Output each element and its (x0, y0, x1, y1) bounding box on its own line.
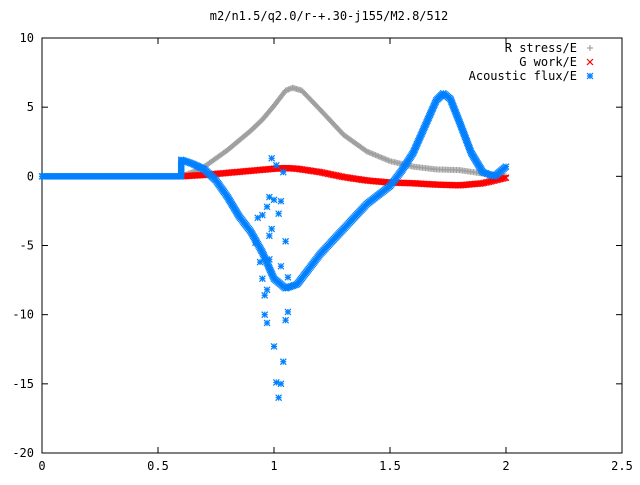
x-tick-label: 1.5 (379, 459, 401, 473)
y-tick-label: 5 (27, 100, 34, 114)
data-point (268, 154, 276, 162)
series-1 (177, 164, 510, 189)
data-point (272, 379, 280, 386)
data-point (261, 291, 269, 299)
y-tick-label: -10 (12, 308, 34, 322)
data-point (263, 203, 271, 211)
data-point (256, 258, 264, 266)
y-tick-label: -15 (12, 377, 34, 391)
data-point (284, 308, 292, 316)
x-tick-label: 0.5 (147, 459, 169, 473)
data-point (261, 311, 269, 319)
data-point (252, 239, 259, 247)
chart-title: m2/n1.5/q2.0/r-+.30-j155/M2.8/512 (210, 9, 448, 23)
x-tick-label: 1 (270, 459, 277, 473)
legend-label: R stress/E (505, 41, 577, 55)
legend-marker (586, 58, 594, 66)
data-point (270, 343, 278, 350)
data-point (277, 262, 285, 270)
data-point (258, 211, 266, 219)
series-2 (38, 89, 510, 402)
y-axis: -20 -15 -10 -5 0 5 10 (12, 31, 622, 460)
x-axis: 0 0.5 1 1.5 2 2.5 (38, 38, 633, 473)
y-tick-label: -5 (20, 239, 34, 253)
x-tick-label: 2 (502, 459, 509, 473)
series-layer (38, 84, 510, 402)
data-point (270, 196, 278, 204)
data-point (263, 319, 271, 327)
x-tick-label: 0 (38, 459, 45, 473)
data-point (279, 358, 287, 366)
data-point (268, 225, 276, 233)
data-point (275, 210, 283, 218)
x-tick-label: 2.5 (611, 459, 633, 473)
data-point (501, 174, 508, 182)
data-point (265, 255, 273, 263)
data-point (263, 286, 271, 294)
y-tick-label: -20 (12, 446, 34, 460)
data-point (282, 316, 290, 324)
legend-label: G work/E (519, 55, 577, 69)
data-point (277, 197, 285, 205)
data-point (282, 237, 290, 245)
data-point (279, 168, 287, 176)
data-point (258, 275, 266, 283)
y-tick-label: 0 (27, 169, 34, 183)
data-point (284, 273, 292, 281)
legend-marker (587, 45, 593, 51)
data-point (502, 174, 510, 182)
y-tick-label: 10 (20, 31, 34, 45)
data-point (265, 232, 273, 240)
data-point (275, 394, 283, 402)
data-point (277, 380, 285, 388)
legend-label: Acoustic flux/E (469, 69, 577, 83)
data-point (272, 161, 280, 169)
legend-marker (586, 72, 594, 80)
series-0 (178, 84, 509, 180)
data-point (502, 163, 510, 171)
